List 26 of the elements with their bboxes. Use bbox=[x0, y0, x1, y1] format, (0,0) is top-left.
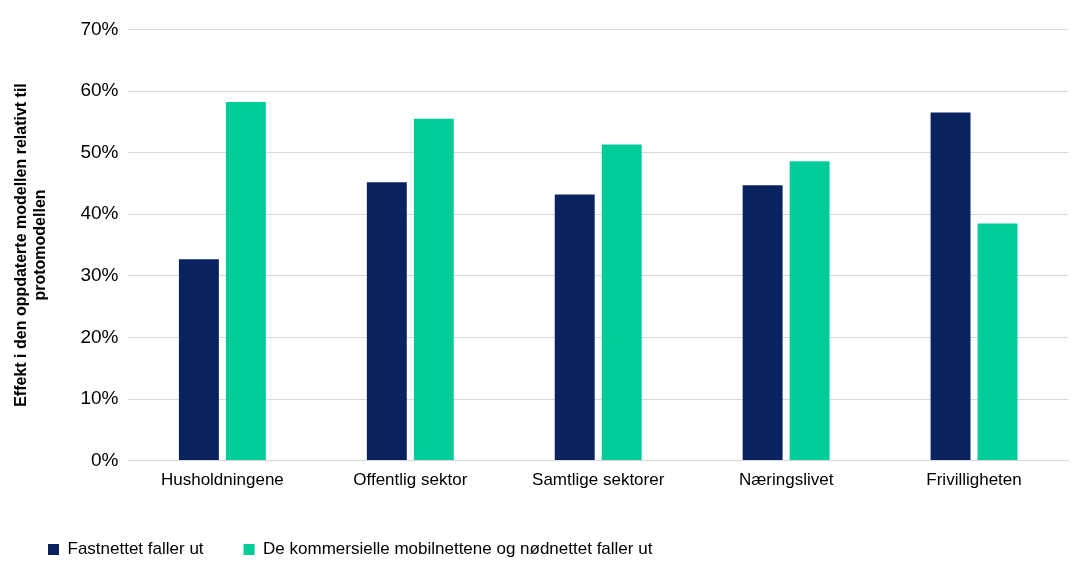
x-tick-label: Offentlig sektor bbox=[353, 470, 468, 490]
y-tick-label: 30% bbox=[80, 264, 119, 286]
y-tick-label: 10% bbox=[80, 387, 119, 409]
bar bbox=[178, 259, 219, 461]
bar bbox=[742, 185, 783, 461]
legend-label: Fastnettet faller ut bbox=[67, 539, 204, 559]
bar bbox=[366, 182, 407, 461]
bar bbox=[601, 144, 642, 461]
bar bbox=[413, 118, 454, 461]
legend-label: De kommersielle mobilnettene og nødnettet faller ut bbox=[263, 539, 653, 559]
bar bbox=[930, 112, 971, 461]
x-tick-label: Frivilligheten bbox=[926, 470, 1022, 490]
bar bbox=[225, 102, 266, 461]
y-tick-label: 40% bbox=[80, 202, 119, 224]
y-tick-label: 20% bbox=[80, 325, 119, 347]
y-tick-label: 60% bbox=[80, 79, 119, 101]
bar bbox=[554, 194, 595, 461]
bar bbox=[789, 161, 830, 461]
y-tick-label: 70% bbox=[80, 17, 119, 39]
y-tick-label: 50% bbox=[80, 140, 119, 162]
y-axis-title: Effekt i den oppdaterte modellen relativt til protomodellen bbox=[12, 83, 49, 407]
bar bbox=[977, 223, 1018, 461]
x-tick-label: Husholdningene bbox=[160, 470, 284, 490]
x-tick-label: Samtlige sektorer bbox=[532, 470, 665, 490]
x-tick-label: Næringslivet bbox=[738, 470, 834, 490]
y-tick-label: 0% bbox=[90, 448, 119, 470]
